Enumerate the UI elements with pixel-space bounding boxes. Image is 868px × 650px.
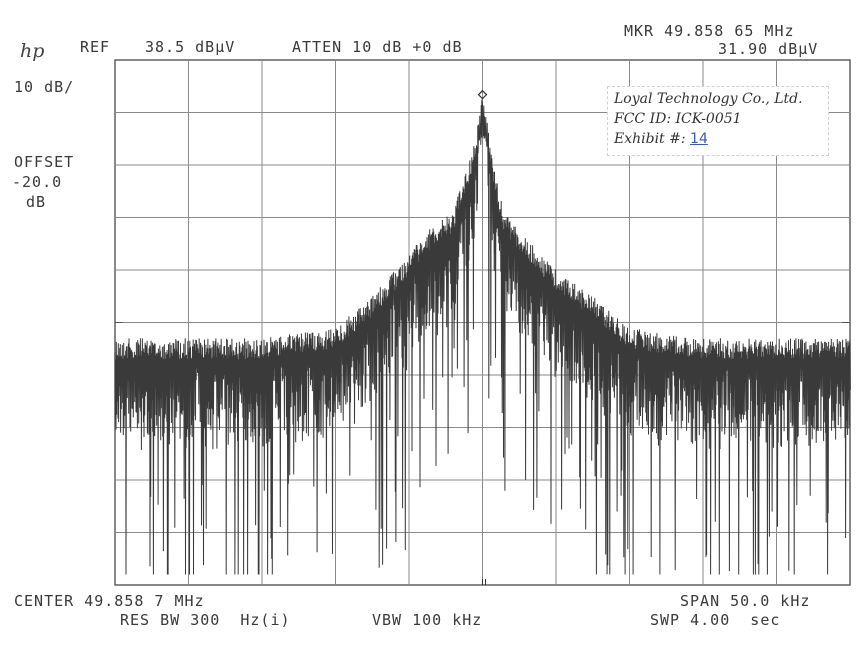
offset-value: -20.0: [12, 173, 63, 191]
stamp-exhibit-row: Exhibit #: 14: [614, 129, 822, 149]
ref-value: 38.5 dBµV: [145, 38, 236, 56]
vbw-readout: VBW 100 kHz: [372, 611, 483, 629]
res-bw-readout: RES BW 300 Hz(i): [120, 611, 291, 629]
exhibit-stamp: Loyal Technology Co., Ltd. FCC ID: ICK-0…: [607, 86, 829, 156]
center-frequency: CENTER 49.858 7 MHz: [14, 592, 205, 610]
spectrum-trace: [114, 99, 851, 575]
stamp-company: Loyal Technology Co., Ltd.: [614, 91, 803, 107]
marker-level: 31.90 dBµV: [718, 40, 819, 58]
offset-label: OFFSET: [14, 153, 75, 171]
atten-readout: ATTEN 10 dB +0 dB: [292, 38, 463, 56]
stamp-exhibit-value: 14: [690, 131, 708, 147]
marker-diamond: [477, 89, 488, 100]
stamp-fcc-id: FCC ID: ICK-0051: [614, 111, 742, 127]
marker-group: [477, 89, 488, 585]
stamp-exhibit-label: Exhibit #:: [614, 131, 686, 147]
marker-frequency: MKR 49.858 65 MHz: [624, 22, 795, 40]
sweep-readout: SWP 4.00 sec: [650, 611, 781, 629]
offset-unit: dB: [26, 193, 47, 211]
trace-group: [114, 99, 851, 575]
hp-logo: hp: [20, 40, 45, 62]
span-readout: SPAN 50.0 kHz: [680, 592, 811, 610]
scale-readout: 10 dB/: [14, 78, 75, 96]
ref-label: REF: [80, 38, 111, 56]
